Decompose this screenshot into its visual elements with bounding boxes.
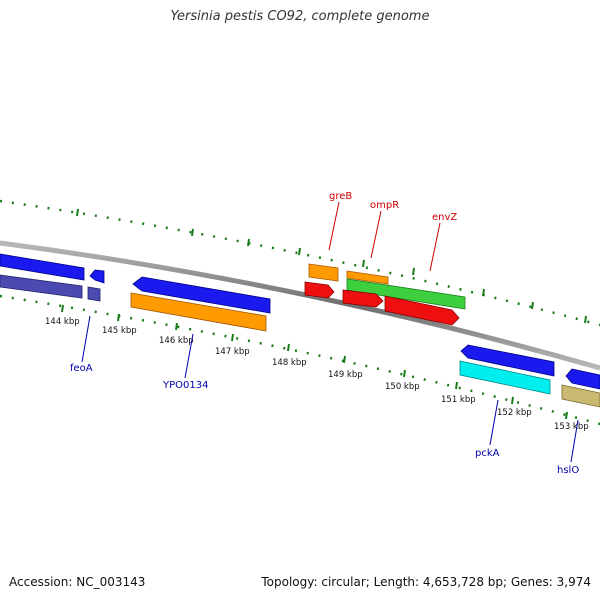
gene-leader-envZ — [429, 222, 441, 272]
feature-orange-ompR — [346, 270, 389, 285]
kbp-label: 149 kbp — [328, 370, 363, 380]
feature-rev-orange-long — [130, 292, 267, 332]
gene-label-feoA[interactable]: feoA — [70, 363, 93, 374]
feature-fwd-blue-small — [89, 269, 105, 284]
gene-label-YPO0134[interactable]: YPO0134 — [162, 380, 208, 391]
inner-major-tick — [455, 381, 458, 390]
feature-fwd-blue-left — [0, 253, 85, 281]
reverse-strand-features — [0, 274, 600, 408]
feature-rev-red-1 — [304, 281, 335, 299]
genome-stats-label: Topology: circular; Length: 4,653,728 bp… — [261, 575, 591, 589]
kbp-scale-labels: 144 kbp 145 kbp 146 kbp 147 kbp 148 kbp … — [45, 317, 589, 432]
feature-rev-cyan-pckA — [459, 360, 551, 395]
inner-major-tick — [117, 313, 120, 322]
feature-orange-greB — [308, 263, 339, 282]
inner-major-tick — [565, 411, 568, 420]
kbp-label: 150 kbp — [385, 382, 420, 392]
feature-green-envZ — [346, 278, 466, 310]
outer-major-tick — [191, 228, 194, 237]
outer-major-tick — [247, 238, 250, 247]
kbp-label: 148 kbp — [272, 358, 307, 368]
gene-leader-feoA — [81, 315, 91, 363]
kbp-label: 152 kbp — [497, 408, 532, 418]
kbp-label: 146 kbp — [159, 336, 194, 346]
accession-label: Accession: NC_003143 — [9, 575, 146, 589]
gene-label-envZ[interactable]: envZ — [432, 212, 457, 223]
gene-leader-hslO — [570, 419, 579, 463]
gene-label-ompR[interactable]: ompR — [370, 200, 399, 211]
inner-major-tick — [61, 304, 64, 313]
feature-fwd-blue-edge — [565, 368, 600, 390]
forward-strand-features — [0, 253, 600, 390]
gene-label-pckA[interactable]: pckA — [475, 448, 500, 459]
map-title: Yersinia pestis CO92, complete genome — [170, 9, 430, 24]
outer-major-tick — [482, 288, 485, 297]
outer-major-tick — [298, 247, 301, 256]
outer-tick-track — [0, 199, 600, 327]
gene-leader-YPO0134 — [184, 333, 194, 379]
kbp-label: 145 kbp — [102, 326, 137, 336]
inner-major-tick — [343, 355, 346, 364]
feature-rev-olive-hslO — [561, 384, 600, 408]
inner-tick-dots — [0, 294, 600, 426]
gene-label-hslO[interactable]: hslO — [557, 465, 579, 476]
gene-leader-pckA — [489, 399, 499, 446]
inner-major-tick — [511, 396, 514, 405]
gene-label-greB[interactable]: greB — [329, 191, 352, 202]
inner-tick-track — [0, 294, 600, 426]
outer-major-tick — [412, 267, 415, 276]
feature-fwd-blue-right — [460, 344, 555, 377]
outer-major-tick — [362, 259, 365, 268]
inner-major-tick — [231, 333, 234, 342]
gene-leader-ompR — [370, 210, 382, 259]
outer-major-tick — [76, 208, 79, 217]
feature-rev-red-3 — [384, 295, 460, 326]
feature-rev-red-2 — [342, 289, 384, 308]
kbp-label: 153 kbp — [554, 422, 589, 432]
outer-major-tick — [584, 315, 587, 324]
kbp-label: 147 kbp — [215, 347, 250, 357]
kbp-label: 144 kbp — [45, 317, 80, 327]
genome-backbone — [0, 240, 600, 371]
lower-gene-labels: feoA YPO0134 pckA hslO — [70, 315, 579, 476]
outer-major-tick — [531, 301, 534, 310]
inner-major-tick — [287, 343, 290, 352]
feature-rev-purple-small — [87, 286, 101, 302]
feature-fwd-blue-long — [132, 276, 271, 314]
gene-leader-greB — [328, 201, 340, 251]
inner-major-tick — [403, 369, 406, 378]
inner-major-tick — [175, 322, 178, 331]
kbp-label: 151 kbp — [441, 395, 476, 405]
outer-tick-dots — [0, 199, 600, 327]
feature-rev-purple-left — [0, 274, 83, 299]
upper-gene-labels: greB ompR envZ — [328, 191, 457, 272]
